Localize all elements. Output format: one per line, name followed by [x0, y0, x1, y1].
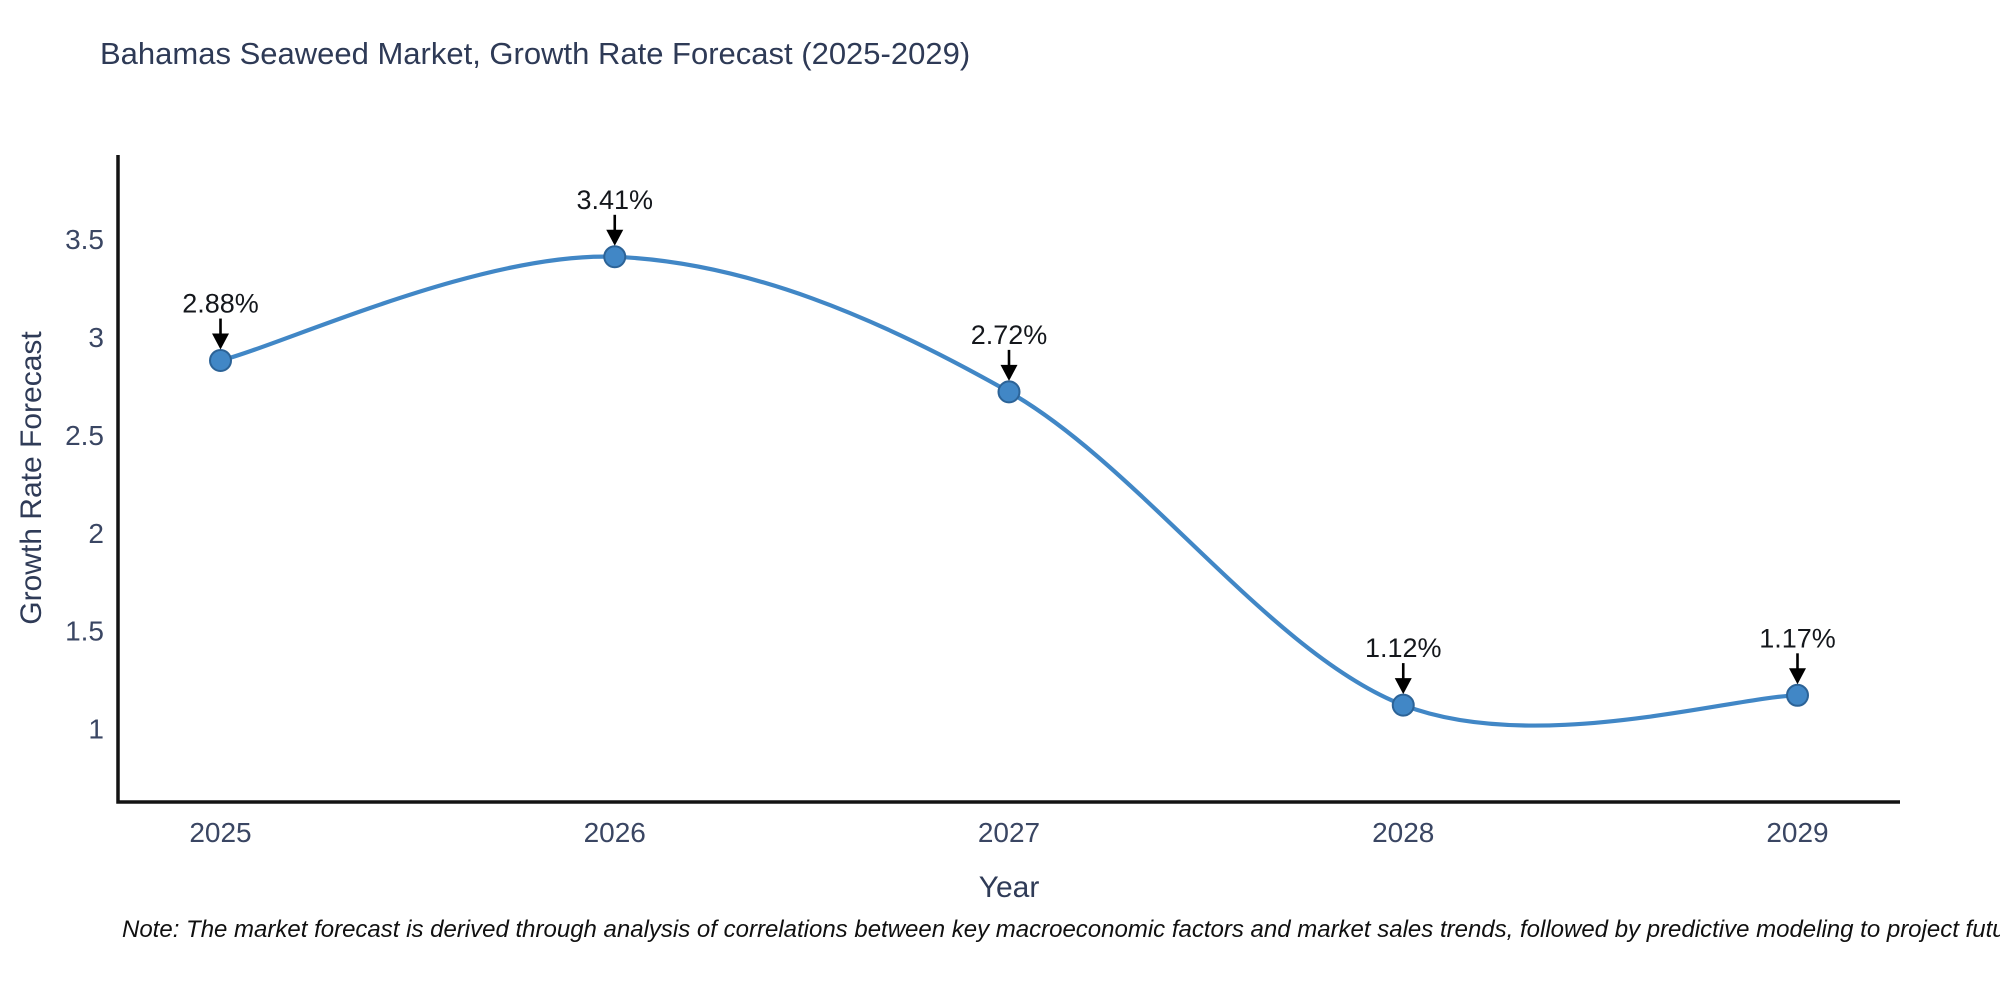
data-point-marker: [997, 380, 1021, 404]
y-tick-label: 3: [88, 322, 104, 353]
chart-title: Bahamas Seaweed Market, Growth Rate Fore…: [100, 36, 971, 71]
y-axis-title: Growth Rate Forecast: [15, 331, 48, 625]
data-point-marker: [1391, 693, 1415, 717]
x-tick-label: 2027: [978, 817, 1040, 848]
y-tick-label: 3.5: [65, 224, 104, 255]
x-tick-label: 2025: [189, 817, 251, 848]
data-point-label: 1.17%: [1759, 623, 1836, 653]
data-point-label: 1.12%: [1365, 633, 1442, 663]
annotation-arrow-head: [1788, 668, 1806, 685]
y-tick-label: 2.5: [65, 420, 104, 451]
data-point-marker: [603, 245, 627, 269]
data-point-label: 3.41%: [576, 185, 653, 215]
y-tick-label: 1.5: [65, 616, 104, 647]
data-point-marker: [209, 349, 233, 373]
x-tick-label: 2026: [584, 817, 646, 848]
axis-spines: [116, 155, 1900, 804]
annotation-arrow-head: [1394, 678, 1412, 695]
x-tick-label: 2029: [1766, 817, 1828, 848]
annotation-arrow-head: [606, 229, 624, 246]
annotation-arrow-head: [1000, 364, 1018, 381]
y-tick-label: 2: [88, 518, 104, 549]
footnote: Note: The market forecast is derived thr…: [122, 916, 2000, 943]
data-point-label: 2.88%: [182, 289, 259, 319]
annotation-arrow-head: [212, 333, 230, 350]
data-point-label: 2.72%: [971, 320, 1048, 350]
x-axis-title: Year: [978, 871, 1040, 904]
data-point-marker: [1785, 683, 1809, 707]
y-tick-label: 1: [88, 714, 104, 745]
x-tick-label: 2028: [1372, 817, 1434, 848]
